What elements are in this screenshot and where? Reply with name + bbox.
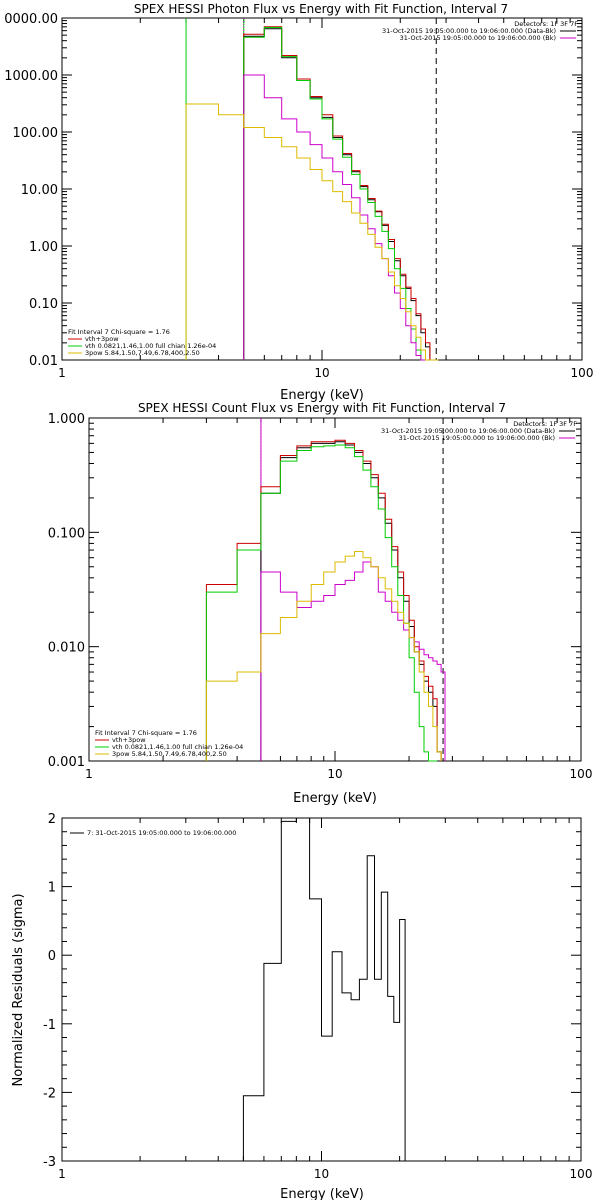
residuals-y-tick-labels: -3 -2 -1 0 1 2 [43, 812, 56, 1170]
count-flux-x-axis-label: Energy (keV) [293, 791, 377, 806]
photon-flux-x-axis-label: Energy (keV) [280, 388, 364, 403]
photon-flux-x-tick-label: 10 [314, 366, 329, 380]
residuals-y-tick-label: -1 [43, 1018, 56, 1033]
residuals-y-tick-label: 2 [48, 812, 56, 827]
count-flux-series [205, 439, 446, 762]
photon-flux-y-tick-label: 10.00 [21, 183, 58, 198]
residuals-y-tick-label: -3 [43, 1155, 56, 1170]
residuals-x-tick-label: 10 [314, 1167, 329, 1181]
residuals-y-tick-label: 0 [48, 949, 56, 964]
photon-flux-y-tick-labels: 0.01 0.10 1.00 10.00 100.00 1000.00 0000.00 [4, 12, 58, 369]
residuals-x-tick-label: 100 [570, 1167, 593, 1181]
photon-flux-x-tick-label: 100 [571, 366, 594, 380]
photon-flux-legend-label: vth 0.0821,1.46,1.00 full chian 1.26e-04 [85, 342, 216, 350]
photon-flux-x-tick-labels: 1 10 100 [58, 366, 593, 380]
count-flux-y-tick-label: 0.100 [48, 526, 85, 541]
count-flux-series-4 [260, 561, 446, 761]
count-flux-fit-header: Fit Interval 7 Chi-square = 1.76 [95, 729, 197, 737]
photon-flux-series-4 [243, 74, 430, 361]
count-flux-legend-label: 3pow 5.84,1.50,7.49,6.78,400,2.50 [112, 750, 227, 758]
residuals-y-axis-label: Normalized Residuals (sigma) [11, 893, 26, 1086]
photon-flux-y-tick-label: 0.01 [29, 354, 58, 369]
photon-flux-series [185, 26, 439, 361]
count-flux-series-3 [205, 444, 438, 762]
photon-flux-series-3 [243, 27, 430, 361]
photon-flux-legend-top-label: 31-Oct-2015 19:05:00.000 to 19:06:00.000… [400, 34, 556, 42]
photon-flux-y-tick-label: 1.00 [29, 240, 58, 255]
photon-flux-detectors-label: Detectors: 1F 3F 7F [514, 20, 578, 28]
photon-flux-ticks [61, 18, 582, 361]
photon-flux-legend-label: 3pow 5.84,1.50,7.49,6.78,400,2.50 [85, 349, 200, 357]
count-flux-x-tick-label: 100 [570, 767, 593, 781]
count-flux-series-5 [205, 551, 442, 761]
photon-flux-x-tick-label: 1 [58, 366, 66, 380]
count-flux-x-tick-labels: 1 10 100 [85, 767, 592, 781]
count-flux-y-tick-labels: 0.001 0.010 0.100 1.000 [48, 412, 85, 770]
residuals-legend-label: 7: 31-Oct-2015 19:05:00.000 to 19:06:00.… [87, 829, 236, 837]
photon-flux-y-tick-label: 100.00 [13, 126, 59, 141]
count-flux-y-tick-label: 1.000 [48, 412, 85, 427]
count-flux-y-tick-label: 0.001 [48, 755, 85, 770]
photon-flux-title: SPEX HESSI Photon Flux vs Energy with Fi… [134, 2, 508, 16]
residuals-series [242, 817, 406, 1161]
photon-flux-series-1 [243, 28, 431, 360]
count-flux-series-1 [260, 441, 442, 761]
photon-flux-legend-label: vth+3pow [85, 335, 119, 343]
residuals-y-tick-label: 1 [48, 881, 56, 896]
photon-flux-y-tick-label: 1000.00 [4, 69, 58, 84]
photon-flux-panel: SPEX HESSI Photon Flux vs Energy with Fi… [4, 2, 593, 403]
photon-flux-legend-top-label: 31-Oct-2015 19:05:00.000 to 19:06:00.000… [382, 27, 556, 35]
count-flux-panel: SPEX HESSI Count Flux vs Energy with Fit… [48, 401, 593, 806]
residuals-legend: 7: 31-Oct-2015 19:05:00.000 to 19:06:00.… [70, 829, 236, 837]
count-flux-legend-top-label: 31-Oct-2015 19:05:00.000 to 19:06:00.000… [399, 434, 555, 442]
count-flux-legend-label: vth+3pow [112, 736, 146, 744]
count-flux-x-tick-label: 10 [327, 767, 342, 781]
count-flux-vlines [260, 418, 444, 761]
photon-flux-vlines [185, 18, 437, 360]
residuals-x-tick-label: 1 [58, 1167, 66, 1181]
residuals-y-tick-label: -2 [43, 1086, 56, 1101]
count-flux-legend-top-label: 31-Oct-2015 19:05:00.000 to 19:06:00.000… [381, 427, 555, 435]
count-flux-detectors-label: Detectors: 1F 3F 7F [513, 420, 577, 428]
count-flux-legend-label: vth 0.0821,1.46,1.00 full chian 1.26e-04 [112, 743, 243, 751]
count-flux-title: SPEX HESSI Count Flux vs Energy with Fit… [138, 401, 506, 415]
photon-flux-fit-header: Fit Interval 7 Chi-square = 1.76 [68, 328, 170, 336]
photon-flux-series-2 [243, 26, 431, 360]
photon-flux-y-tick-label: 0.10 [29, 297, 58, 312]
residuals-panel: -3 -2 -1 0 1 2 1 10 100 Energy (keV) Normalized… [11, 812, 592, 1200]
photon-flux-y-tick-label: 0000.00 [4, 12, 58, 27]
photon-flux-series-5 [185, 103, 439, 361]
photon-flux-plot-frame [61, 17, 583, 361]
residuals-x-axis-label: Energy (keV) [280, 1187, 364, 1200]
count-flux-y-tick-label: 0.010 [48, 641, 85, 656]
residuals-series-1 [242, 817, 406, 1161]
count-flux-x-tick-label: 1 [85, 767, 93, 781]
residuals-x-tick-labels: 1 10 100 [58, 1167, 592, 1181]
residuals-ticks [61, 817, 581, 1162]
